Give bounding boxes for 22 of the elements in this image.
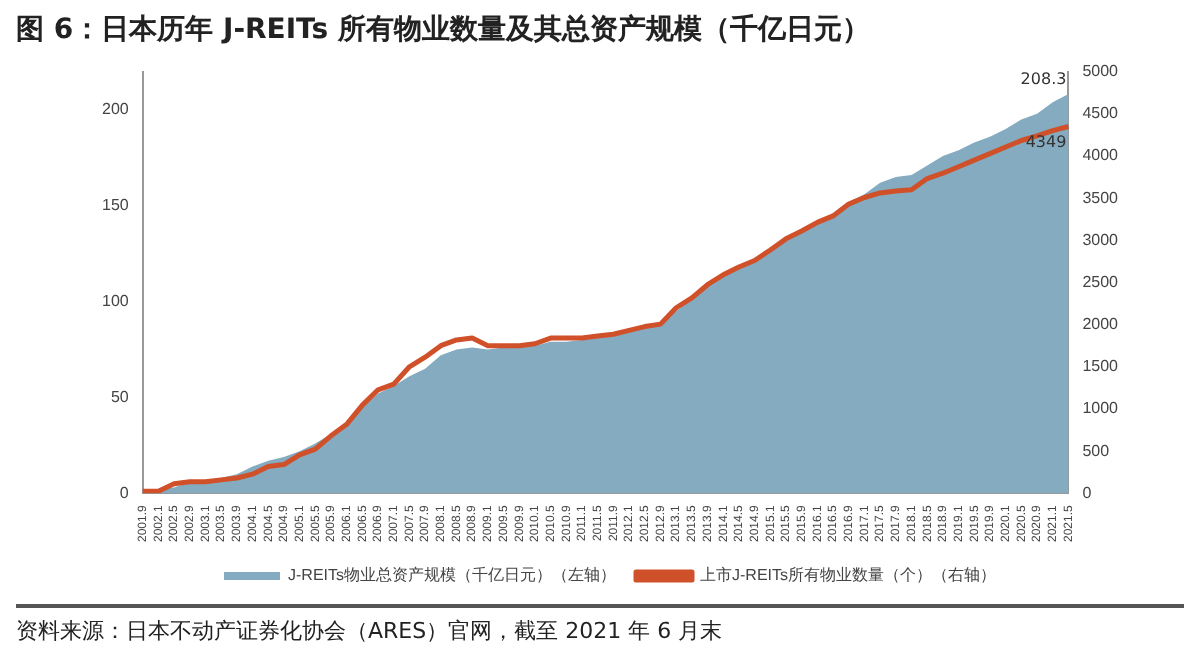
y2-tick-label: 2500 (1082, 272, 1120, 291)
y-tick-label: 50 (110, 387, 130, 406)
y2-tick-label: 1500 (1082, 357, 1120, 376)
y2-tick-label: 3500 (1082, 188, 1120, 207)
y2-tick-label: 3000 (1082, 230, 1120, 249)
y2-tick-label: 4000 (1082, 146, 1120, 165)
legend-label: 上市J-REITs所有物业数量（个）（右轴） (700, 566, 996, 585)
data-label: 208.3 (1020, 70, 1067, 89)
y2-tick-label: 0 (1082, 483, 1093, 502)
y2-tick-label: 5000 (1082, 62, 1120, 81)
y-tick-label: 200 (101, 100, 130, 119)
y-tick-label: 0 (119, 483, 130, 502)
y-tick-label: 100 (101, 292, 130, 311)
data-label: 4349 (1025, 132, 1067, 151)
text: 资料来源：日本不动产证券化协会（ARES）官网，截至 2021 年 6 月末 (14, 616, 725, 648)
y-tick-label: 150 (101, 196, 130, 215)
y2-tick-label: 500 (1082, 441, 1111, 460)
legend-label: J-REITs物业总资产规模（千亿日元）（左轴） (288, 566, 616, 585)
y2-tick-label: 2000 (1082, 315, 1120, 334)
y2-tick-label: 4500 (1082, 104, 1120, 123)
y2-tick-label: 1000 (1082, 399, 1120, 418)
chart-title: 图 6：日本历年 J-REITs 所有物业数量及其总资产规模（千亿日元） (14, 12, 872, 50)
